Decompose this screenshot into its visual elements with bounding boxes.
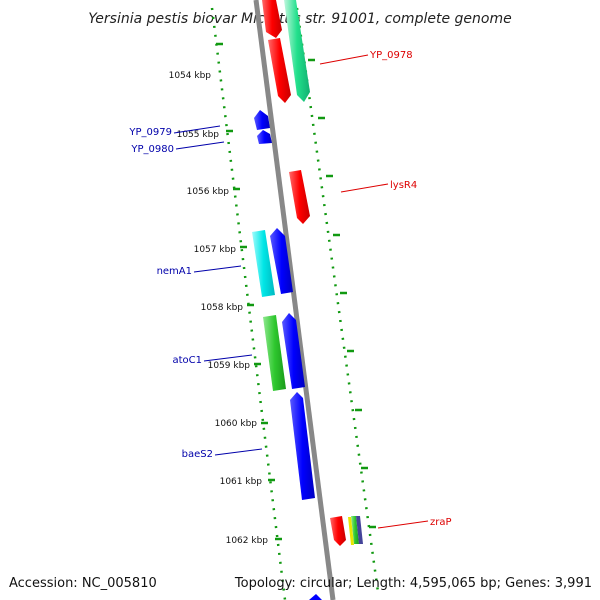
label-baeS2[interactable]: baeS2	[182, 449, 213, 460]
genome-backbone	[253, 0, 336, 600]
gene-blue-bottom[interactable]	[309, 594, 322, 600]
label-yp0979[interactable]: YP_0979	[128, 127, 172, 138]
topology-text: Topology: circular; Length: 4,595,065 bp…	[234, 576, 592, 591]
kbp-label: 1056 kbp	[187, 187, 230, 197]
right-tick-track	[295, 7, 380, 593]
label-lysR4[interactable]: lysR4	[390, 180, 417, 191]
kbp-label: 1057 kbp	[194, 245, 237, 255]
label-atoC1[interactable]: atoC1	[172, 355, 202, 366]
gene-zraP-yellow[interactable]	[348, 517, 354, 545]
accession-text: Accession: NC_005810	[9, 576, 157, 591]
kbp-label: 1061 kbp	[220, 477, 263, 487]
label-line-yp0979	[173, 125, 221, 134]
gene-yp0979[interactable]	[254, 110, 270, 130]
gene-blue-1057[interactable]	[270, 228, 293, 294]
label-yp0980[interactable]: YP_0980	[130, 144, 174, 155]
gene-baeS2[interactable]	[290, 392, 315, 500]
kbp-label: 1060 kbp	[215, 419, 258, 429]
gene-yp0978-red[interactable]	[268, 38, 291, 103]
gene-atoC1[interactable]	[263, 315, 286, 391]
gene-blue-1059[interactable]	[282, 313, 305, 389]
kbp-label: 1059 kbp	[208, 361, 251, 371]
kbp-label: 1058 kbp	[201, 303, 244, 313]
gene-zraP-green[interactable]	[351, 516, 359, 544]
label-nemA1[interactable]: nemA1	[157, 266, 192, 277]
label-yp0978[interactable]: YP_0978	[369, 50, 413, 61]
label-zraP[interactable]: zraP	[430, 517, 452, 528]
gene-red-top[interactable]	[262, 0, 282, 38]
kbp-label: 1055 kbp	[177, 130, 220, 140]
label-line-atoC1	[203, 354, 253, 362]
map-title: Yersinia pestis biovar Microtus str. 910…	[88, 11, 511, 27]
gene-nemA1[interactable]	[252, 230, 275, 297]
gene-yp0978-mint[interactable]	[284, 0, 310, 102]
gene-lysR4[interactable]	[289, 170, 310, 224]
label-line-zraP	[377, 520, 429, 529]
gene-zraP-navy[interactable]	[356, 516, 363, 544]
kbp-label: 1054 kbp	[169, 71, 212, 81]
label-line-yp0978	[319, 54, 369, 65]
label-line-nemA1	[193, 265, 242, 273]
label-line-yp0980	[175, 141, 225, 150]
right-major-ticks	[308, 58, 376, 529]
kbp-label: 1062 kbp	[226, 536, 269, 546]
gene-yp0980[interactable]	[257, 130, 272, 144]
gene-zraP-red[interactable]	[330, 516, 346, 546]
left-major-ticks	[216, 42, 282, 541]
label-line-lysR4	[340, 183, 389, 193]
label-line-baeS2	[214, 448, 263, 456]
